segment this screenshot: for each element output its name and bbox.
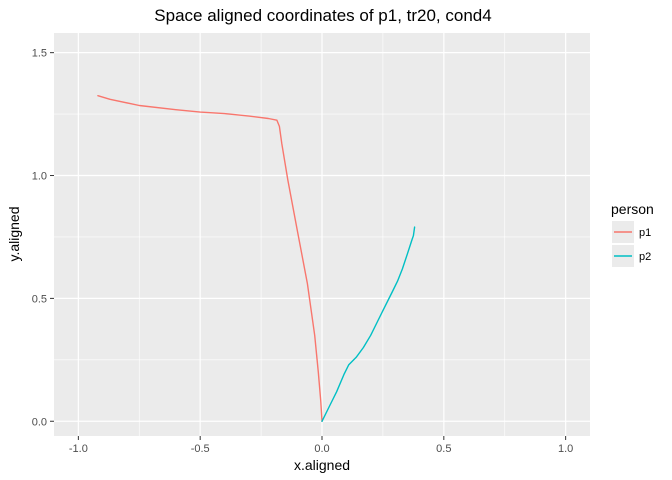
x-tick-label: 0.0 [314, 443, 329, 455]
y-tick-label: 1.5 [32, 48, 47, 60]
series-line-p2 [321, 226, 416, 422]
series-lines [97, 94, 416, 422]
y-tick-label: 0.5 [32, 293, 47, 305]
x-tick-label: -1.0 [69, 443, 88, 455]
gridlines [54, 33, 590, 436]
legend-label-p2: p2 [639, 251, 651, 263]
y-tick-label: 0.0 [32, 416, 47, 428]
x-axis-ticks: -1.0 -0.5 0.0 0.5 1.0 [69, 436, 573, 455]
series-line-p1 [97, 94, 323, 422]
x-tick-label: -0.5 [191, 443, 210, 455]
x-axis-label: x.aligned [294, 457, 350, 473]
y-axis-label: y.aligned [6, 206, 22, 261]
x-tick-label: 0.5 [436, 443, 451, 455]
y-tick-label: 1.0 [32, 171, 47, 183]
legend-title: person [611, 201, 654, 217]
legend-label-p1: p1 [639, 227, 651, 239]
y-axis-ticks: 0.0 0.5 1.0 1.5 [32, 48, 54, 428]
legend: person p1 p2 [611, 201, 654, 267]
chart-title: Space aligned coordinates of p1, tr20, c… [154, 6, 491, 25]
x-tick-label: 1.0 [558, 443, 573, 455]
